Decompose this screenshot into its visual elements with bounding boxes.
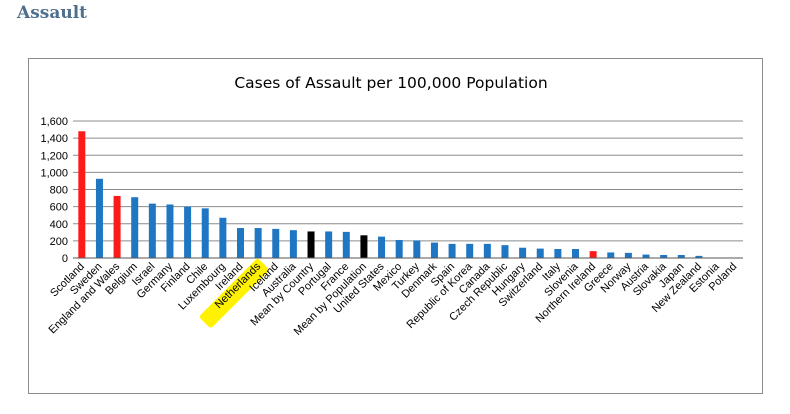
bar-luxembourg: [219, 217, 227, 258]
bar-mean-by-country: [307, 231, 315, 258]
bar-mean-by-population: [360, 235, 368, 258]
bar-england-and-wales: [113, 195, 121, 258]
bar-ireland: [237, 228, 244, 258]
y-tick-label: 200: [50, 236, 68, 248]
bar-greece: [607, 252, 615, 258]
chart-title: Cases of Assault per 100,000 Population: [234, 74, 547, 92]
assault-bar-chart: Cases of Assault per 100,000 Population …: [40, 74, 743, 338]
bar-norway: [624, 252, 632, 258]
bar-northern-ireland: [589, 251, 597, 258]
bar-switzerland: [536, 248, 544, 258]
bar-germany: [166, 204, 174, 258]
bar-scotland: [78, 131, 86, 258]
bar-iceland: [272, 228, 280, 258]
highlight-marker: [199, 259, 269, 328]
bar-slovakia: [660, 255, 668, 258]
bar-chile: [201, 208, 209, 258]
bar-sweden: [95, 178, 103, 258]
y-tick-label: 1,600: [40, 116, 68, 128]
y-tick-label: 1,000: [40, 167, 68, 179]
bar-united-states: [378, 236, 386, 258]
y-tick-label: 1,200: [40, 150, 68, 162]
chart-frame: Cases of Assault per 100,000 Population …: [28, 58, 763, 394]
bar-czech-republic: [501, 245, 509, 258]
bar-japan: [677, 255, 685, 258]
bar-denmark: [430, 242, 438, 258]
bar-hungary: [519, 247, 527, 258]
bar-austria: [642, 254, 650, 258]
y-tick-label: 1,400: [40, 133, 68, 145]
bar-australia: [289, 230, 297, 258]
y-tick-label: 0: [62, 253, 68, 265]
bar-new-zealand: [695, 255, 703, 258]
bar-republic-of-korea: [466, 243, 474, 258]
bar-slovenia: [572, 249, 579, 258]
bar-israel: [148, 203, 156, 258]
y-tick-label: 400: [50, 219, 68, 231]
gridlines: [73, 120, 743, 259]
bars: [78, 131, 738, 258]
bar-mexico: [395, 240, 403, 258]
section-heading: Assault: [17, 3, 88, 23]
bar-canada: [483, 243, 491, 258]
bar-finland: [184, 206, 192, 258]
y-tick-label: 800: [50, 185, 68, 197]
bar-portugal: [325, 231, 333, 258]
bar-spain: [448, 243, 456, 258]
highlight-marks: [199, 259, 269, 328]
bar-france: [342, 231, 350, 258]
bar-italy: [554, 249, 562, 258]
bar-belgium: [131, 197, 139, 258]
bar-turkey: [413, 240, 421, 258]
bar-netherlands: [254, 228, 262, 258]
y-axis-ticks: 0 200 400 600 800 1,000 1,200 1,400 1,600: [40, 116, 68, 265]
y-tick-label: 600: [50, 202, 68, 214]
